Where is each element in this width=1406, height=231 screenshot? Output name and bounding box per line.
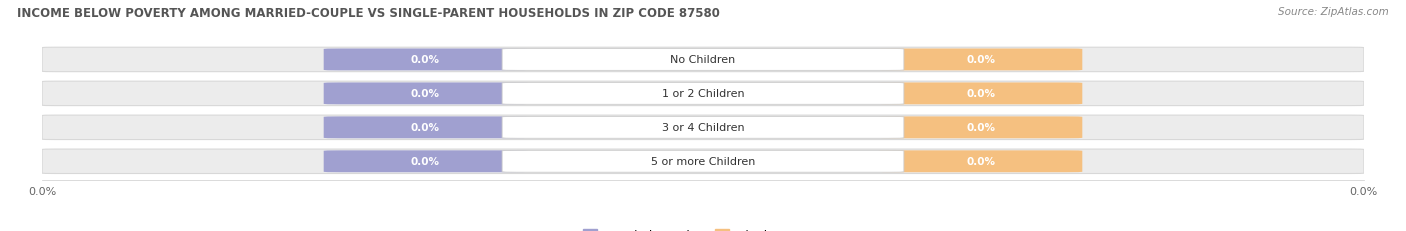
FancyBboxPatch shape (502, 151, 904, 173)
FancyBboxPatch shape (42, 82, 1364, 106)
FancyBboxPatch shape (42, 48, 1364, 72)
FancyBboxPatch shape (42, 149, 1364, 174)
Text: 0.0%: 0.0% (411, 157, 440, 167)
Text: Source: ZipAtlas.com: Source: ZipAtlas.com (1278, 7, 1389, 17)
FancyBboxPatch shape (879, 49, 1083, 71)
FancyBboxPatch shape (879, 151, 1083, 173)
Text: 3 or 4 Children: 3 or 4 Children (662, 123, 744, 133)
Text: 0.0%: 0.0% (966, 55, 995, 65)
FancyBboxPatch shape (879, 117, 1083, 139)
FancyBboxPatch shape (502, 83, 904, 105)
Text: 0.0%: 0.0% (966, 157, 995, 167)
Text: 5 or more Children: 5 or more Children (651, 157, 755, 167)
FancyBboxPatch shape (502, 117, 904, 139)
Text: 0.0%: 0.0% (411, 123, 440, 133)
Text: INCOME BELOW POVERTY AMONG MARRIED-COUPLE VS SINGLE-PARENT HOUSEHOLDS IN ZIP COD: INCOME BELOW POVERTY AMONG MARRIED-COUPL… (17, 7, 720, 20)
FancyBboxPatch shape (42, 116, 1364, 140)
FancyBboxPatch shape (323, 83, 527, 105)
FancyBboxPatch shape (323, 151, 527, 173)
FancyBboxPatch shape (323, 49, 527, 71)
FancyBboxPatch shape (502, 49, 904, 71)
FancyBboxPatch shape (879, 83, 1083, 105)
Text: 0.0%: 0.0% (966, 123, 995, 133)
Text: 1 or 2 Children: 1 or 2 Children (662, 89, 744, 99)
Text: No Children: No Children (671, 55, 735, 65)
Text: 0.0%: 0.0% (411, 55, 440, 65)
Legend: Married Couples, Single Parents: Married Couples, Single Parents (579, 224, 827, 231)
Text: 0.0%: 0.0% (966, 89, 995, 99)
FancyBboxPatch shape (323, 117, 527, 139)
Text: 0.0%: 0.0% (411, 89, 440, 99)
